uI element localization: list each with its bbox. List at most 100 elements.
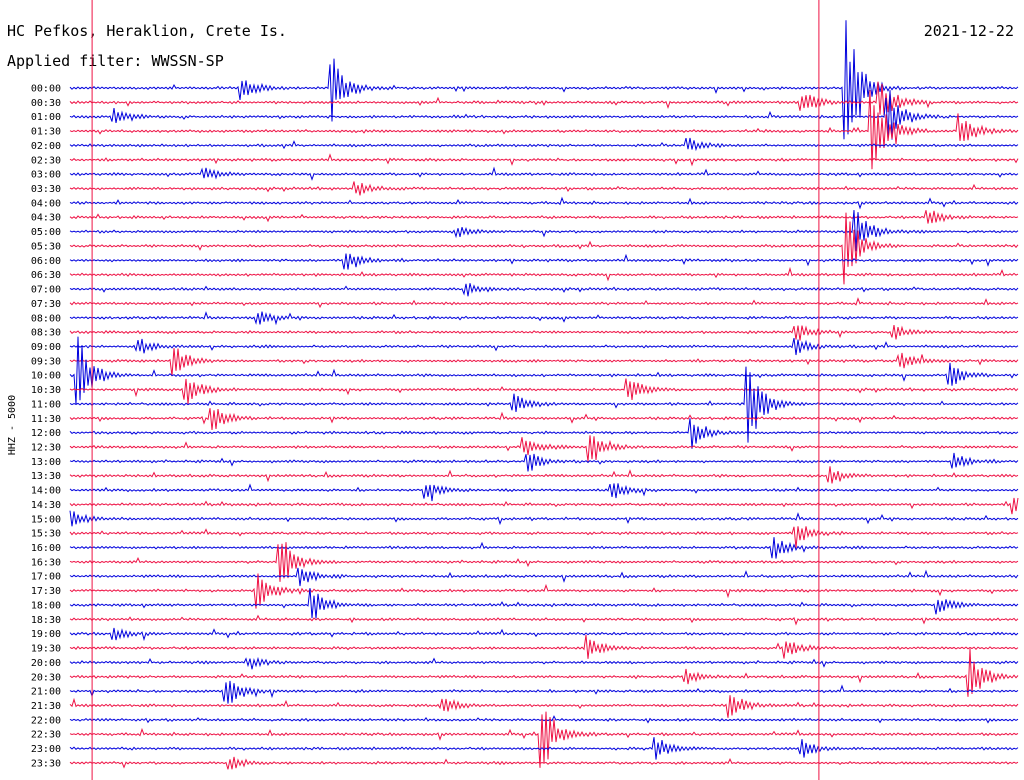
row-label: 11:30	[31, 414, 61, 425]
row-label: 20:00	[31, 658, 61, 669]
trace-row	[69, 567, 1019, 587]
trace-row	[69, 196, 1019, 210]
trace-row	[69, 81, 1019, 116]
row-label: 08:30	[31, 328, 61, 339]
row-label: 05:30	[31, 241, 61, 252]
filter-subtitle: Applied filter: WWSSN-SP	[7, 52, 224, 70]
trace-row	[69, 537, 1019, 559]
trace-row	[69, 588, 1019, 619]
trace-row	[69, 325, 1019, 341]
trace-row	[69, 210, 1019, 252]
trace-row	[69, 311, 1019, 326]
trace-row	[69, 253, 1019, 270]
trace-row	[69, 153, 1019, 167]
row-label: 02:30	[31, 155, 61, 166]
row-label: 10:30	[31, 385, 61, 396]
row-label: 06:00	[31, 256, 61, 267]
row-label: 03:30	[31, 184, 61, 195]
row-label: 10:00	[31, 371, 61, 382]
trace-row	[69, 510, 1019, 527]
row-label: 01:30	[31, 127, 61, 138]
row-label: 09:30	[31, 356, 61, 367]
trace-row	[69, 137, 1019, 152]
row-label: 15:30	[31, 529, 61, 540]
trace-row	[69, 166, 1019, 181]
row-labels: 00:00 00:30 01:00 01:30 02:00 02:30 03:00 03:30…	[31, 84, 61, 770]
trace-row	[69, 695, 1019, 718]
trace-row	[69, 526, 1019, 549]
trace-row	[69, 483, 1019, 502]
seismic-traces	[69, 20, 1019, 770]
trace-row	[69, 573, 1019, 609]
trace-row	[69, 627, 1019, 642]
trace-row	[69, 212, 1019, 285]
trace-row	[69, 378, 1019, 405]
row-label: 12:00	[31, 428, 61, 439]
row-label: 23:30	[31, 758, 61, 769]
trace-row	[69, 680, 1019, 704]
row-label: 20:30	[31, 672, 61, 683]
row-label: 04:30	[31, 213, 61, 224]
trace-row	[69, 418, 1019, 449]
row-label: 23:00	[31, 744, 61, 755]
trace-row	[69, 497, 1019, 515]
row-label: 00:30	[31, 98, 61, 109]
row-label: 01:00	[31, 112, 61, 123]
trace-row	[69, 408, 1019, 431]
trace-row	[69, 614, 1019, 626]
row-label: 00:00	[31, 84, 61, 95]
row-label: 22:30	[31, 730, 61, 741]
trace-row	[69, 348, 1019, 377]
row-label: 17:30	[31, 586, 61, 597]
trace-row	[69, 283, 1019, 297]
trace-row	[69, 466, 1019, 484]
row-label: 21:30	[31, 701, 61, 712]
row-label: 13:00	[31, 457, 61, 468]
trace-row	[69, 542, 1019, 582]
row-label: 14:30	[31, 500, 61, 511]
trace-row	[69, 89, 1019, 170]
trace-row	[69, 20, 1019, 140]
date-label: 2021-12-22	[923, 22, 1014, 40]
station-title: HC Pefkos, Heraklion, Crete Is.	[7, 22, 287, 40]
trace-row	[69, 737, 1019, 760]
trace-row	[69, 634, 1019, 659]
row-label: 18:30	[31, 615, 61, 626]
row-label: 07:00	[31, 285, 61, 296]
row-label: 13:30	[31, 471, 61, 482]
trace-row	[69, 656, 1019, 670]
row-label: 04:00	[31, 198, 61, 209]
row-label: 08:00	[31, 313, 61, 324]
trace-row	[69, 210, 1019, 224]
row-label: 07:30	[31, 299, 61, 310]
row-label: 02:00	[31, 141, 61, 152]
trace-row	[69, 715, 1019, 724]
row-label: 15:00	[31, 514, 61, 525]
trace-row	[69, 297, 1019, 309]
row-label: 11:00	[31, 399, 61, 410]
trace-row	[69, 336, 1019, 405]
trace-row	[69, 648, 1019, 697]
row-label: 06:30	[31, 270, 61, 281]
row-label: 05:00	[31, 227, 61, 238]
row-label: 17:00	[31, 572, 61, 583]
row-label: 19:30	[31, 644, 61, 655]
row-label: 18:00	[31, 600, 61, 611]
time-markers	[91, 0, 820, 780]
row-label: 12:30	[31, 443, 61, 454]
row-label: 21:00	[31, 687, 61, 698]
row-label: 19:00	[31, 629, 61, 640]
row-label: 03:00	[31, 170, 61, 181]
row-label: 16:00	[31, 543, 61, 554]
trace-row	[69, 337, 1019, 356]
row-label: 16:30	[31, 557, 61, 568]
y-axis-label: HHZ - 5000	[7, 395, 18, 455]
row-label: 22:00	[31, 715, 61, 726]
row-label: 09:00	[31, 342, 61, 353]
trace-row	[69, 756, 1019, 770]
trace-row	[69, 181, 1019, 196]
row-label: 14:00	[31, 486, 61, 497]
trace-row	[69, 435, 1019, 462]
trace-row	[69, 452, 1019, 472]
